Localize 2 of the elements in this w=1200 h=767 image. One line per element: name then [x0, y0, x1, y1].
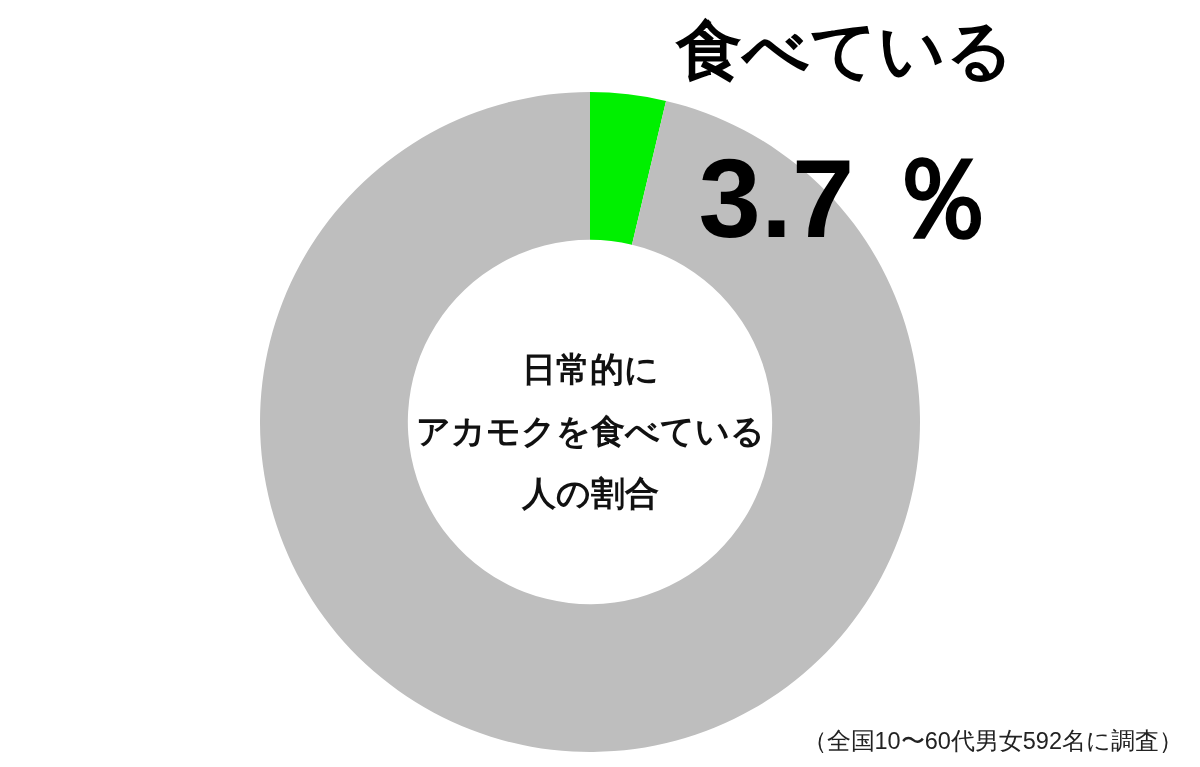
title: 日常的にアカモクを食べている人の割合 [415, 350, 765, 512]
annotation: （全国10〜60代男女592名に調査） [802, 728, 1183, 754]
